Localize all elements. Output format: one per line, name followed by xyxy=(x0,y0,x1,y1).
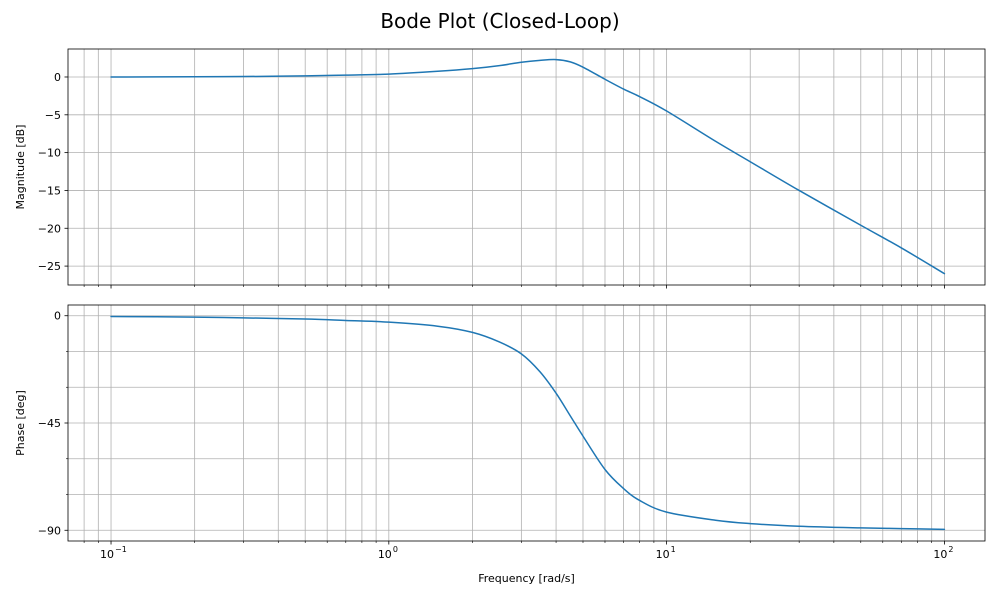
y-tick-label: −10 xyxy=(38,147,61,160)
magnitude-y-axis-label: Magnitude [dB] xyxy=(14,125,27,210)
y-tick-label: −90 xyxy=(38,524,61,537)
phase-panel: 10 −1 10 0 10 1 10 20−45−90 Phase [deg] Frequen… xyxy=(14,304,986,585)
x-tick-label: 10 xyxy=(100,548,114,561)
x-tick-label-exponent: 1 xyxy=(671,545,676,554)
y-tick-label: −5 xyxy=(45,109,61,122)
phase-series-line xyxy=(110,315,946,531)
magnitude-series-line xyxy=(110,58,946,275)
x-tick-label-exponent: 2 xyxy=(948,545,953,554)
x-tick-label: 10 xyxy=(933,548,947,561)
y-tick-label: 0 xyxy=(54,71,61,84)
magnitude-panel: 0 −5 −10 −15 −20 −25 Magnitude [dB] xyxy=(14,48,986,289)
y-tick-label: 0 xyxy=(54,310,61,323)
phase-y-axis-label: Phase [deg] xyxy=(14,390,27,456)
y-tick-label: −25 xyxy=(38,260,61,273)
x-tick-label-exponent: 0 xyxy=(393,545,398,554)
figure-title: Bode Plot (Closed-Loop) xyxy=(380,9,619,33)
y-tick-label: −15 xyxy=(38,184,61,197)
y-tick-label: −45 xyxy=(38,417,61,430)
x-tick-label: 10 xyxy=(656,548,670,561)
x-tick-label-exponent: −1 xyxy=(115,545,127,554)
x-tick-label: 10 xyxy=(378,548,392,561)
frequency-x-axis-label: Frequency [rad/s] xyxy=(478,572,575,585)
y-tick-label: −20 xyxy=(38,222,61,235)
magnitude-axes-frame xyxy=(67,48,986,286)
